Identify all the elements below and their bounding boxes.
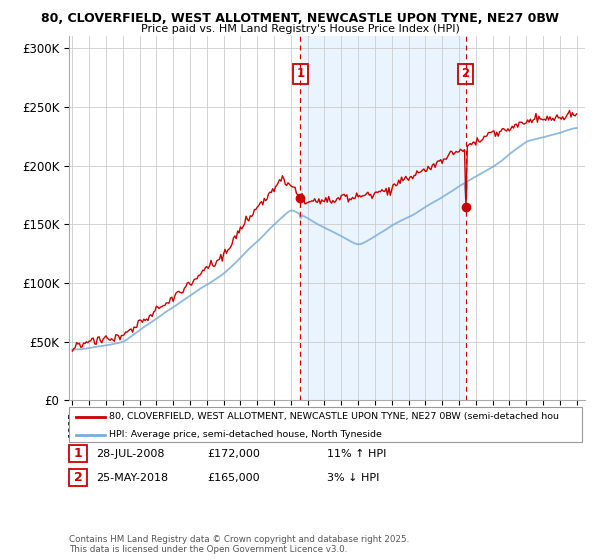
Text: 11% ↑ HPI: 11% ↑ HPI	[327, 449, 386, 459]
Text: 2: 2	[461, 67, 470, 81]
Text: 80, CLOVERFIELD, WEST ALLOTMENT, NEWCASTLE UPON TYNE, NE27 0BW (semi-detached ho: 80, CLOVERFIELD, WEST ALLOTMENT, NEWCAST…	[109, 413, 559, 422]
Text: 3% ↓ HPI: 3% ↓ HPI	[327, 473, 379, 483]
Text: 80, CLOVERFIELD, WEST ALLOTMENT, NEWCASTLE UPON TYNE, NE27 0BW: 80, CLOVERFIELD, WEST ALLOTMENT, NEWCAST…	[41, 12, 559, 25]
Text: Price paid vs. HM Land Registry's House Price Index (HPI): Price paid vs. HM Land Registry's House …	[140, 24, 460, 34]
Text: 1: 1	[74, 447, 82, 460]
Text: HPI: Average price, semi-detached house, North Tyneside: HPI: Average price, semi-detached house,…	[109, 430, 382, 439]
Text: 1: 1	[296, 67, 305, 81]
Text: 2: 2	[74, 471, 82, 484]
Text: Contains HM Land Registry data © Crown copyright and database right 2025.
This d: Contains HM Land Registry data © Crown c…	[69, 535, 409, 554]
Text: £165,000: £165,000	[207, 473, 260, 483]
Text: £172,000: £172,000	[207, 449, 260, 459]
Text: 28-JUL-2008: 28-JUL-2008	[97, 449, 165, 459]
Text: 25-MAY-2018: 25-MAY-2018	[97, 473, 169, 483]
